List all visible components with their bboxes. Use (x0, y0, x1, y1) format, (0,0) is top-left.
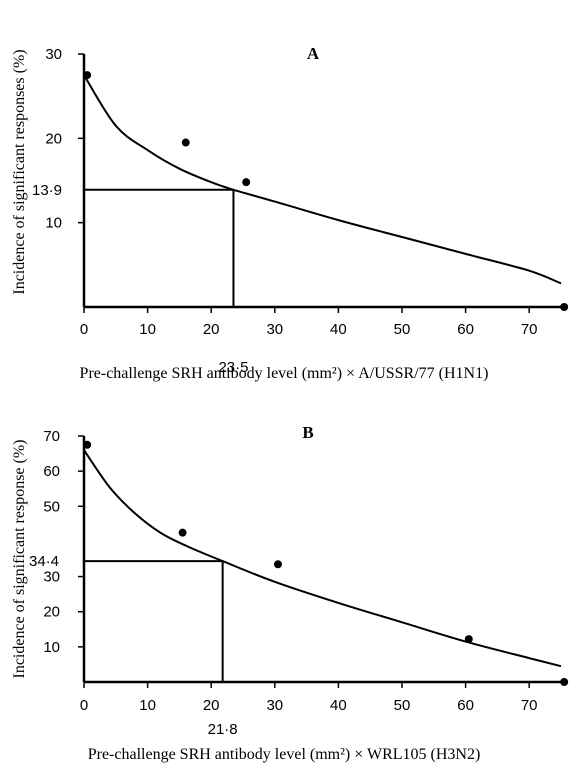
reference-x-label-b: 21·8 (208, 721, 238, 738)
data-point-a (242, 178, 251, 187)
y-tick-label-a: 20 (45, 130, 62, 147)
x-tick-label-a: 50 (394, 321, 411, 338)
plot-marks-a: 0 10 20 30 40 50 60 70 10 20 30 23·5 13·9 (32, 46, 569, 376)
y-tick-label-b: 20 (43, 604, 60, 621)
x-tick-label-b: 0 (80, 697, 88, 714)
y-tick-label-b: 30 (43, 569, 60, 586)
panel-letter-a: A (307, 44, 320, 63)
x-tick-label-a: 40 (330, 321, 347, 338)
y-tick-label-b: 60 (43, 463, 60, 480)
data-point-b (178, 528, 187, 537)
x-tick-label-a: 20 (203, 321, 220, 338)
y-tick-label-b: 10 (43, 639, 60, 656)
data-point-b (83, 440, 92, 449)
x-tick-label-b: 70 (521, 697, 538, 714)
x-tick-label-a: 0 (80, 321, 88, 338)
y-tick-label-a: 10 (45, 215, 62, 232)
x-tick-label-b: 40 (330, 697, 347, 714)
data-point-b (464, 635, 473, 644)
reference-y-label-a: 13·9 (32, 182, 62, 199)
x-tick-label-b: 10 (139, 697, 156, 714)
x-tick-label-b: 20 (203, 697, 220, 714)
plot-marks-b: 0 10 20 30 40 50 60 70 10 20 30 50 60 70 21·8 34·4 (29, 428, 569, 738)
y-tick-label-a: 30 (45, 46, 62, 63)
reference-x-label-a: 23·5 (218, 359, 248, 376)
data-point-a (181, 138, 190, 147)
fitted-curve-a (83, 74, 562, 285)
x-axis-title-a: Pre-challenge SRH antibody level (mm²) ×… (80, 365, 489, 382)
data-point-a (83, 71, 92, 80)
x-tick-label-a: 30 (266, 321, 283, 338)
x-tick-label-a: 10 (139, 321, 156, 338)
x-axis-title-b: Pre-challenge SRH antibody level (mm²) ×… (88, 746, 481, 763)
data-point-a (560, 303, 569, 311)
y-tick-label-b: 50 (43, 498, 60, 515)
y-axis-title-a: Incidence of significant responses (%) (11, 49, 28, 294)
data-point-b (560, 678, 569, 686)
x-tick-label-b: 60 (457, 697, 474, 714)
fitted-curve-b (83, 449, 562, 668)
y-axis-title-b: Incidence of significant response (%) (11, 439, 28, 678)
panel-letter-b: B (302, 423, 313, 442)
x-tick-label-a: 60 (457, 321, 474, 338)
panel-a: A Incidence of significant responses (%)… (11, 44, 569, 382)
y-tick-label-b: 70 (43, 428, 60, 445)
panel-b: B Incidence of significant response (%) … (11, 423, 569, 763)
x-tick-label-a: 70 (521, 321, 538, 338)
x-tick-label-b: 30 (266, 697, 283, 714)
reference-y-label-b: 34·4 (29, 553, 59, 570)
data-point-b (273, 560, 282, 569)
x-tick-label-b: 50 (394, 697, 411, 714)
